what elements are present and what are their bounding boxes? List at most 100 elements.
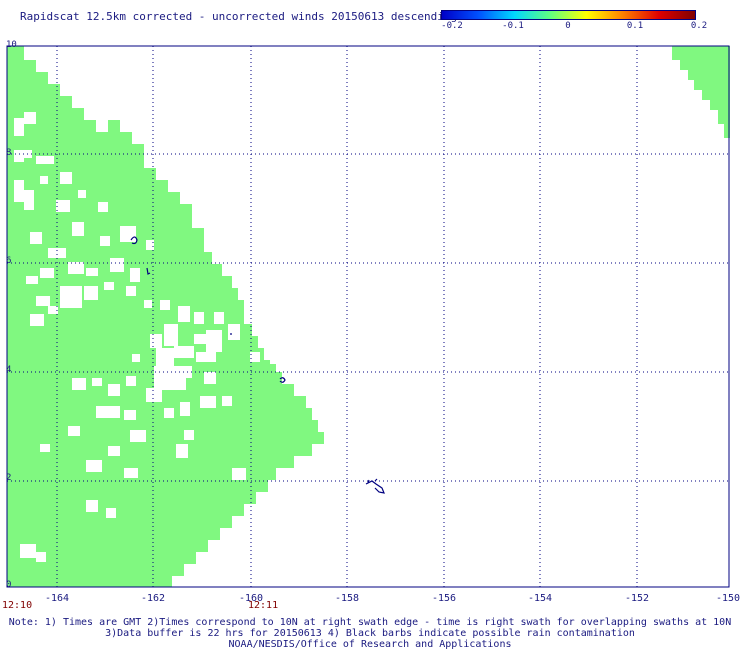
swath-gap-cell — [36, 552, 46, 562]
swath-gap-cell — [86, 500, 98, 512]
colorbar-tick: 0.2 — [690, 21, 708, 31]
swath-gap-cell — [164, 408, 174, 418]
swath-gap-cell — [96, 406, 120, 418]
lat-label: 8 — [6, 148, 12, 158]
swath-gap-cell — [106, 508, 116, 518]
swath-gap-cell — [200, 396, 216, 408]
swath-gap-cell — [204, 372, 216, 384]
swath-gap-cell — [150, 334, 162, 348]
footnote-credit: NOAA/NESDIS/Office of Research and Appli… — [228, 639, 512, 650]
swath-gap-cell — [86, 460, 102, 472]
colorbar-tick: 0 — [565, 21, 571, 31]
swath-gap-cell — [164, 324, 178, 346]
swath-northeast — [672, 46, 730, 138]
swath-gap-cell — [36, 156, 54, 164]
swath-gap-cell — [24, 112, 36, 124]
swath-time-label: 12:10 — [2, 600, 33, 611]
lon-label: -152 — [624, 593, 650, 604]
lon-label: -150 — [715, 593, 740, 604]
swath-gap-cell — [92, 378, 102, 386]
swath-gap-cell — [48, 306, 58, 314]
swath-gap-cell — [130, 430, 146, 442]
swath-gap-cell — [98, 202, 108, 212]
swath-gap-cell — [108, 446, 120, 456]
swath-gap-cell — [214, 312, 224, 324]
wind-barb — [146, 267, 151, 275]
swath-gap-cell — [14, 118, 24, 136]
swath-gap-cell — [30, 232, 42, 244]
swath-gap-cell — [194, 312, 204, 324]
lon-label: -154 — [527, 593, 553, 604]
swath-gap-cell — [108, 384, 120, 396]
swath-west — [7, 46, 324, 587]
swath-gap-cell — [56, 200, 70, 212]
swath-gap-cell — [124, 410, 136, 420]
swath-gap-cell — [60, 286, 82, 308]
lat-lon-grid — [7, 46, 729, 587]
lat-label: 10 — [6, 40, 17, 50]
swath-gap-cell — [84, 286, 98, 300]
swath-gap-cell — [178, 306, 190, 322]
swath-time-label: 12:11 — [248, 600, 279, 611]
wind-barb — [130, 236, 138, 245]
swath-gap-cell — [180, 402, 190, 416]
colorbar-tick: -0.1 — [502, 21, 524, 31]
swath-gap-cell — [270, 358, 276, 364]
wind-barb — [279, 377, 286, 383]
colorbar — [441, 10, 696, 20]
swath-gap-cell — [144, 300, 152, 308]
swath-gap-cell — [174, 346, 194, 358]
lat-label: 4 — [6, 365, 12, 375]
swath-gap-cell — [154, 366, 180, 390]
swath-gap-cell — [40, 444, 50, 452]
swath-gap-cell — [20, 544, 36, 558]
swath-gap-cell — [176, 444, 188, 458]
colorbar-tick: 0.1 — [626, 21, 644, 31]
swath-gap-cell — [160, 300, 170, 310]
map-frame — [6, 45, 730, 588]
swath-gap-cell — [100, 236, 110, 246]
lon-label: -164 — [44, 593, 70, 604]
swath-gap-cell — [180, 366, 192, 378]
swath-gap-cell — [60, 172, 72, 184]
swath-gap-cell — [40, 176, 48, 184]
swath-gap-cell — [146, 240, 154, 250]
wind-barb-glyphs — [130, 236, 385, 494]
swath-gap-cell — [24, 190, 34, 210]
chart-title: Rapidscat 12.5km corrected - uncorrected… — [20, 10, 458, 23]
wind-barb — [365, 478, 385, 494]
swath-gap-cell — [222, 396, 232, 406]
swath-gap-cell — [132, 354, 140, 362]
swath-gap-cell — [68, 426, 80, 436]
swath-gap-cell — [72, 378, 86, 390]
swath-gap-cell — [196, 352, 216, 362]
lat-label: 6 — [6, 256, 12, 266]
footnote-line-1: Note: 1) Times are GMT 2)Times correspon… — [8, 617, 732, 628]
swath-gap-cell — [156, 348, 174, 370]
swath-gap-cell — [194, 334, 208, 344]
footnote-line-2: 3)Data buffer is 22 hrs for 20150613 4) … — [105, 628, 635, 639]
swath-gap-cell — [232, 468, 246, 480]
swath-gap-cell — [14, 180, 24, 202]
swath-gap-cell — [184, 430, 194, 440]
swath-gap-cell — [48, 248, 66, 258]
swath-gap-cell — [130, 268, 140, 282]
swath-gap-cell — [126, 376, 136, 386]
swath-gap-cell — [176, 378, 186, 390]
swath-gap-cell — [250, 352, 260, 362]
swath-coverage — [7, 46, 730, 587]
swath-gap-cell — [78, 190, 86, 198]
swath-gap-cell — [206, 330, 222, 352]
lon-label: -162 — [140, 593, 166, 604]
swath-gap-cell — [72, 222, 84, 236]
colorbar-tick: -0.2 — [441, 21, 463, 31]
swath-gap-cell — [26, 276, 38, 284]
lon-label: -158 — [334, 593, 360, 604]
swath-gap-cell — [110, 258, 124, 272]
swath-gap-cell — [30, 314, 44, 326]
swath-gap-cell — [36, 296, 50, 306]
lon-label: -156 — [431, 593, 457, 604]
swath-gap-cell — [40, 268, 54, 278]
swath-gap-cell — [104, 282, 114, 290]
